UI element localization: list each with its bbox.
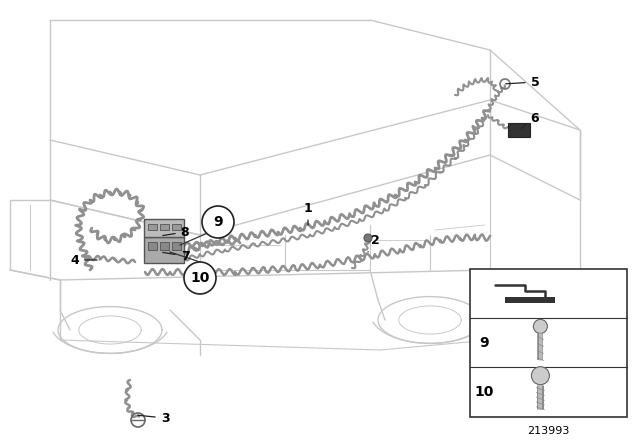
Text: 213993: 213993 xyxy=(527,426,570,435)
Text: 5: 5 xyxy=(506,76,540,89)
Text: 8: 8 xyxy=(163,225,189,238)
FancyBboxPatch shape xyxy=(144,219,184,237)
Bar xyxy=(172,224,181,230)
Bar xyxy=(470,269,627,417)
Circle shape xyxy=(364,234,372,242)
Text: 10: 10 xyxy=(190,271,210,285)
FancyBboxPatch shape xyxy=(144,237,184,263)
Text: 6: 6 xyxy=(521,112,540,128)
Circle shape xyxy=(184,262,216,294)
Bar xyxy=(508,123,530,137)
Text: 9: 9 xyxy=(479,336,489,350)
Bar xyxy=(148,224,157,230)
Circle shape xyxy=(533,319,547,333)
Text: 2: 2 xyxy=(368,233,380,252)
Circle shape xyxy=(531,366,549,385)
Bar xyxy=(172,242,181,250)
Bar xyxy=(148,242,157,250)
Text: 1: 1 xyxy=(303,202,312,225)
Circle shape xyxy=(202,206,234,238)
Bar xyxy=(506,297,556,303)
Text: 4: 4 xyxy=(70,254,97,267)
Text: 9: 9 xyxy=(213,215,223,229)
Text: 7: 7 xyxy=(163,250,189,263)
Bar xyxy=(160,224,169,230)
Bar xyxy=(160,242,169,250)
Text: 10: 10 xyxy=(475,385,494,399)
Text: 3: 3 xyxy=(138,412,170,425)
